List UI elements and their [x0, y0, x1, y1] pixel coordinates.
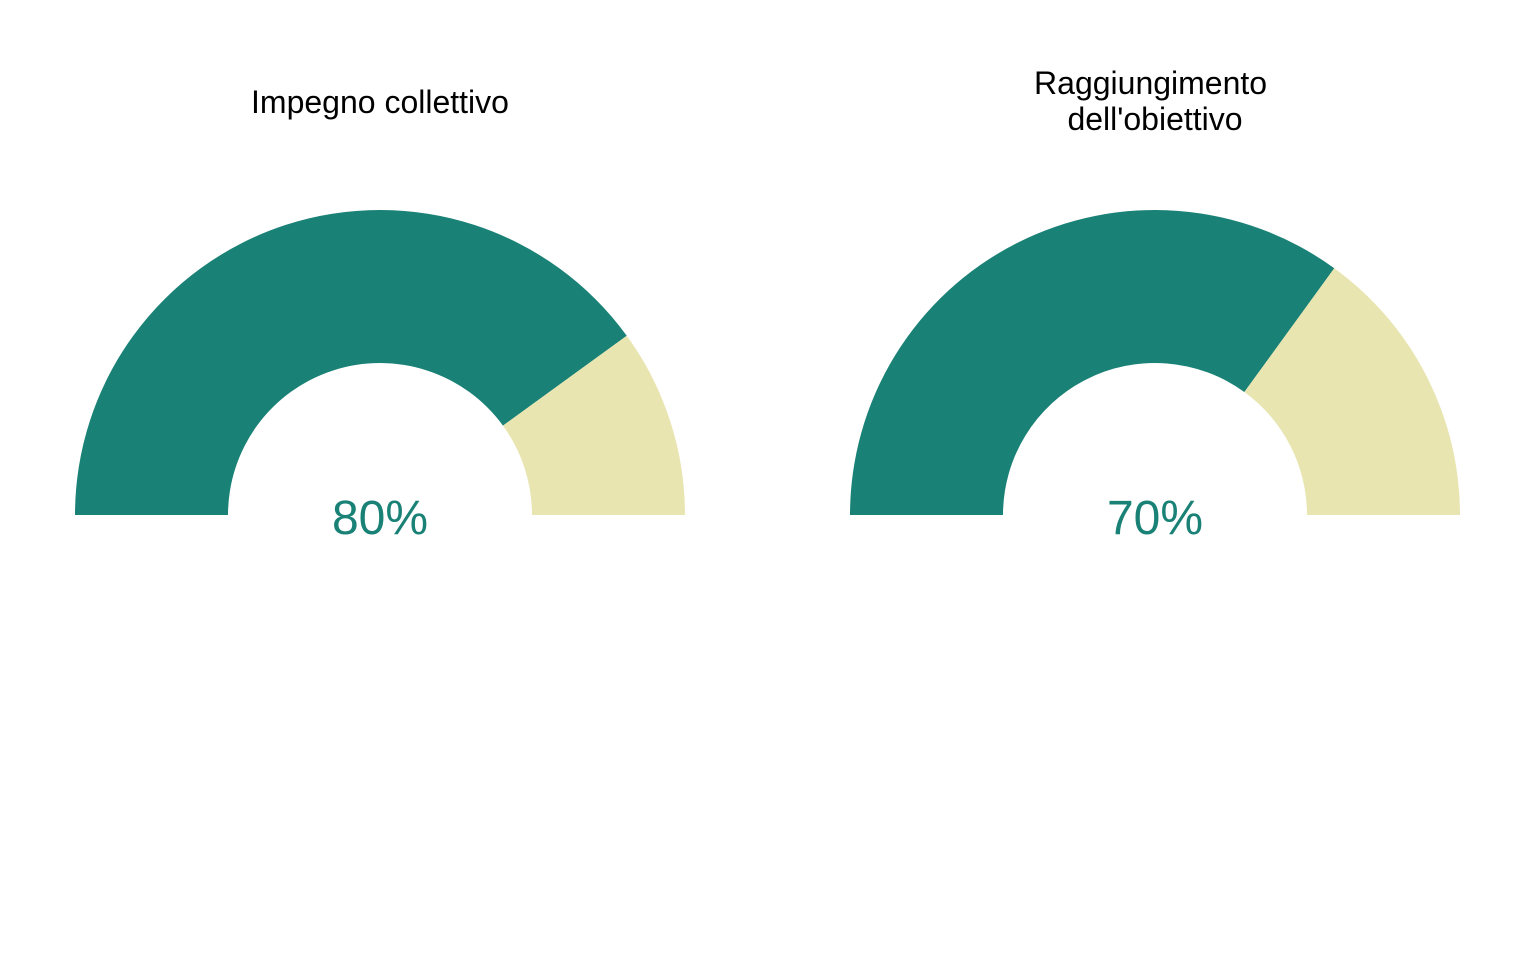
- gauge-title-line: dell'obiettivo: [1067, 101, 1242, 137]
- gauge-filled-arc: [75, 210, 627, 515]
- gauge-remaining-arc: [502, 335, 685, 515]
- gauge-value-label: 80%: [332, 492, 428, 545]
- gauge-title-line: Impegno collettivo: [251, 84, 509, 120]
- gauge-title: Impegno collettivo: [251, 84, 509, 120]
- gauge-value-label: 70%: [1107, 492, 1203, 545]
- gauge-filled-arc: [850, 210, 1335, 515]
- gauge-title-line: Raggiungimento: [1034, 65, 1267, 101]
- gauge-impegno-collettivo: Impegno collettivo 80%: [75, 84, 685, 545]
- gauge-remaining-arc: [1244, 268, 1460, 515]
- gauge-title: Raggiungimento dell'obiettivo: [1034, 65, 1276, 137]
- gauge-raggiungimento-obiettivo: Raggiungimento dell'obiettivo 70%: [850, 65, 1460, 545]
